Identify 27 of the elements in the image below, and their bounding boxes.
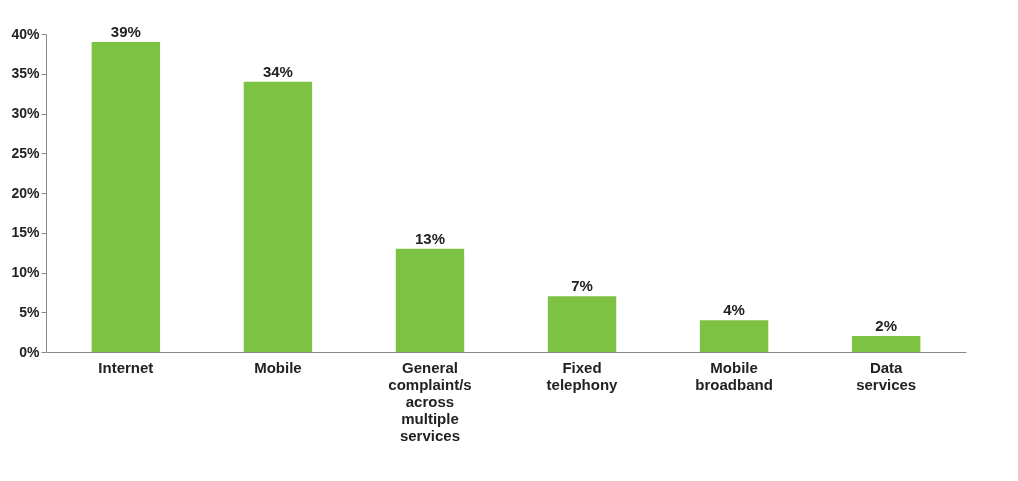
x-tick-label: Mobile — [254, 358, 302, 376]
data-label: 7% — [571, 277, 593, 295]
y-tick-label: 25% — [11, 144, 41, 161]
bar — [699, 320, 769, 352]
bar — [395, 248, 465, 352]
y-tick-label: 40% — [11, 25, 41, 42]
y-tick-label: 35% — [11, 65, 41, 82]
y-tick-label: 15% — [11, 224, 41, 241]
y-tick-label: 10% — [11, 264, 41, 280]
x-tick-label: Fixed telephony — [546, 358, 619, 393]
data-label: 39% — [110, 22, 141, 40]
x-tick-label: Internet — [98, 358, 154, 376]
data-label: 13% — [414, 229, 445, 247]
y-tick-label: 20% — [11, 184, 41, 201]
data-label: 34% — [262, 62, 293, 80]
bar — [547, 296, 617, 352]
y-tick-label: 0% — [19, 343, 41, 360]
bar — [243, 81, 313, 352]
bar — [91, 41, 161, 352]
x-tick-label: General complaint/s across multiple services — [388, 358, 472, 444]
x-tick-label: Data services — [856, 358, 917, 393]
data-label: 4% — [723, 301, 745, 319]
bar — [851, 336, 921, 352]
y-tick-label: 5% — [19, 303, 41, 320]
x-tick-label: Mobile broadband — [695, 358, 773, 393]
data-label: 2% — [875, 317, 898, 335]
y-tick-label: 30% — [11, 105, 41, 121]
